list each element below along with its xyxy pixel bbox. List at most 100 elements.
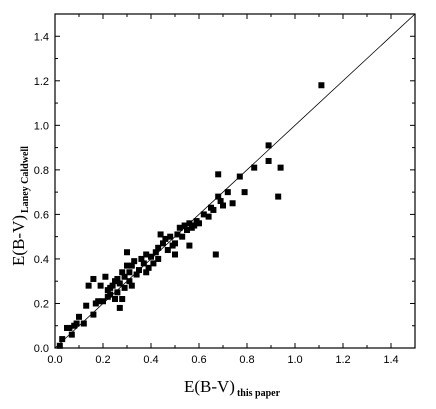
x-tick-label: 0.2 (95, 354, 110, 366)
y-tick-label: 1.2 (34, 76, 49, 88)
data-point (114, 289, 121, 296)
data-point (265, 157, 272, 164)
data-point (215, 193, 222, 200)
data-point (136, 267, 142, 274)
x-tick-label: 0.8 (239, 354, 254, 366)
data-point (66, 324, 73, 331)
data-point (179, 233, 186, 240)
data-point (150, 260, 157, 267)
data-point (73, 320, 80, 327)
axes-layer: 0.0 0.2 0.4 0.6 0.8 1.0 1.2 1.4 0.0 0.2 0.4 0.6 0.8 1… (34, 13, 416, 366)
data-point (140, 260, 147, 267)
y-axis-title-subscript: Laney Caldwell (20, 146, 31, 213)
data-point (172, 240, 178, 247)
data-point (215, 171, 222, 178)
data-point (90, 275, 97, 282)
y-tick-label: 0.0 (34, 343, 49, 355)
data-point (80, 320, 87, 327)
plot-layer (55, 14, 415, 349)
y-tick-label: 0.4 (34, 254, 49, 266)
data-point (68, 331, 75, 338)
data-point (167, 233, 174, 240)
data-point (121, 284, 128, 291)
data-point (114, 275, 121, 282)
data-point (145, 264, 152, 271)
data-point (196, 220, 202, 227)
data-point (162, 235, 169, 242)
data-point (229, 200, 236, 207)
data-point (126, 269, 133, 276)
data-point (174, 231, 181, 238)
data-point (85, 282, 92, 289)
data-point (200, 211, 207, 218)
x-tick-label: 1.0 (287, 354, 302, 366)
data-point (143, 269, 150, 276)
data-point (124, 249, 130, 256)
y-axis-title-main: E(B-V) (9, 215, 28, 266)
data-point (128, 262, 135, 269)
data-point (241, 189, 248, 196)
x-tick-label: 0.4 (143, 354, 158, 366)
x-tick-label: 1.4 (383, 354, 398, 366)
data-point (121, 273, 128, 280)
y-tick-label: 0.8 (34, 165, 49, 177)
plot-frame (54, 13, 416, 349)
data-point (181, 222, 188, 229)
data-point (184, 226, 190, 233)
data-point (205, 213, 212, 220)
x-tick-label: 1.2 (335, 354, 350, 366)
data-point (186, 242, 193, 249)
data-point (119, 296, 126, 303)
data-point (90, 311, 97, 318)
y-tick-label: 1.4 (34, 31, 49, 43)
y-axis-title: E(B-V) Laney Caldwell (9, 146, 31, 266)
data-point (97, 282, 104, 289)
data-point (133, 271, 140, 278)
data-point (251, 164, 258, 171)
data-point (155, 244, 162, 251)
data-point (138, 255, 145, 262)
data-point (95, 298, 102, 305)
data-point (100, 298, 106, 305)
data-point (157, 231, 164, 238)
data-point (131, 258, 138, 265)
data-point (172, 251, 178, 258)
data-point (224, 189, 231, 196)
data-point (116, 304, 123, 311)
x-tick-label: 0.0 (47, 354, 62, 366)
x-axis-title-main: E(B-V) (184, 377, 235, 396)
data-point (116, 280, 123, 287)
data-point (124, 262, 130, 269)
data-point (220, 202, 226, 209)
data-point (155, 255, 162, 262)
data-point (186, 220, 193, 227)
data-point (275, 193, 282, 200)
data-point (102, 273, 109, 280)
data-point (83, 302, 90, 309)
data-point (164, 247, 171, 254)
x-axis-title-subscript: this paper (237, 388, 281, 399)
data-point (126, 278, 133, 285)
data-point (191, 222, 198, 229)
data-point (148, 253, 154, 260)
data-point (59, 336, 66, 343)
data-point (277, 164, 284, 171)
data-point (128, 282, 135, 289)
y-tick-label: 1.0 (34, 120, 49, 132)
data-point (212, 251, 219, 258)
data-point (56, 342, 63, 349)
data-point (160, 240, 166, 247)
data-point (318, 82, 325, 89)
data-point (109, 282, 116, 289)
data-point (176, 224, 183, 231)
data-point (217, 198, 224, 205)
data-point (210, 206, 217, 213)
data-point (119, 269, 126, 276)
y-tick-label: 0.6 (34, 209, 49, 221)
x-tick-label: 0.6 (191, 354, 206, 366)
data-point (107, 291, 114, 298)
data-point (76, 313, 82, 320)
x-axis-title: E(B-V) this paper (184, 377, 281, 399)
data-point (152, 249, 159, 256)
